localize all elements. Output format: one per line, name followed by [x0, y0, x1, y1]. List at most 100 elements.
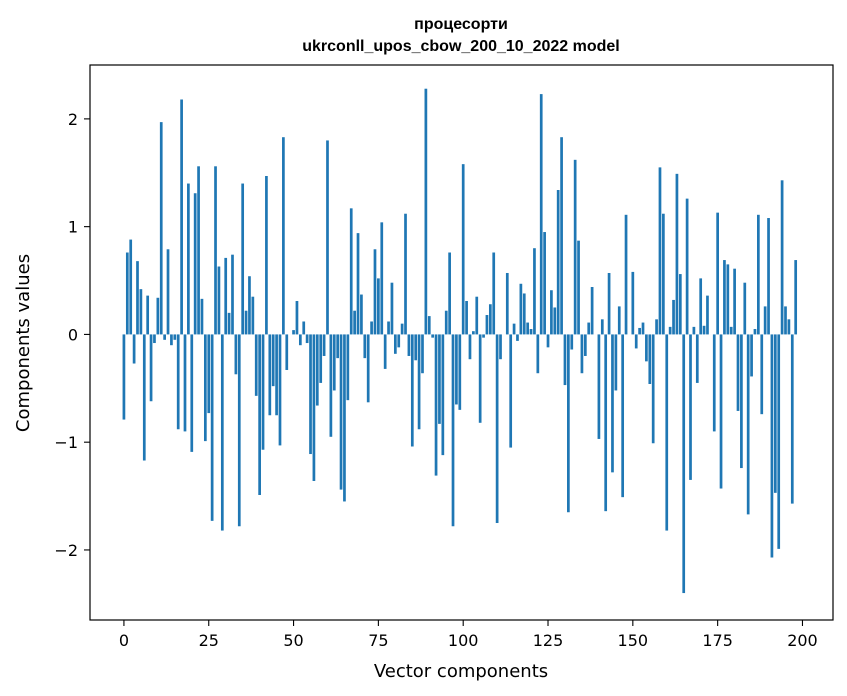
bar — [492, 252, 496, 335]
bar — [393, 334, 397, 354]
bar — [377, 278, 380, 335]
bar — [176, 334, 180, 430]
bar — [397, 334, 401, 348]
bar — [773, 334, 777, 493]
bar — [573, 159, 577, 335]
bar — [159, 122, 163, 335]
bar — [380, 222, 384, 335]
bar — [363, 334, 367, 359]
bar — [560, 137, 563, 335]
bar — [373, 249, 377, 335]
bar — [668, 326, 672, 335]
bar — [366, 334, 370, 403]
bar — [563, 334, 567, 386]
bar — [332, 334, 336, 391]
y-tick-label: −2 — [54, 541, 78, 560]
bar — [753, 329, 757, 335]
bar — [529, 329, 533, 335]
bar — [349, 208, 353, 335]
bar — [675, 173, 679, 335]
bar — [719, 334, 723, 489]
bar — [197, 166, 200, 335]
bar — [458, 334, 462, 410]
bar — [614, 334, 618, 391]
bar — [624, 214, 628, 335]
bar — [434, 334, 438, 476]
bars-group — [122, 88, 798, 594]
bar — [672, 299, 675, 335]
bar — [360, 294, 363, 335]
x-tick-label: 0 — [119, 631, 129, 650]
bar — [421, 334, 424, 374]
bar — [757, 214, 760, 335]
bar — [478, 334, 482, 423]
bar — [712, 334, 716, 432]
bar — [190, 334, 194, 452]
bar — [604, 334, 608, 512]
bar — [214, 166, 217, 335]
bar — [251, 296, 255, 335]
bar — [587, 322, 591, 335]
bar — [777, 334, 781, 549]
bar — [187, 183, 190, 335]
bar — [265, 176, 268, 335]
plot-area-frame — [89, 64, 834, 621]
bar — [224, 257, 228, 335]
bar — [556, 190, 560, 335]
x-tick-label: 125 — [533, 631, 564, 650]
bar — [309, 334, 312, 455]
x-tick-label: 150 — [618, 631, 649, 650]
chart-title-line2: ukrconll_upos_cbow_200_10_2022 model — [302, 38, 619, 55]
bar — [733, 268, 736, 335]
bar — [665, 334, 669, 531]
bar — [539, 94, 543, 335]
bar — [383, 334, 387, 369]
bar — [634, 334, 638, 349]
bar — [315, 334, 319, 406]
bar — [706, 295, 709, 335]
bar — [312, 334, 316, 481]
bar — [220, 334, 224, 531]
bar — [414, 334, 418, 361]
bar — [227, 312, 231, 335]
bar — [641, 322, 645, 335]
bar — [536, 334, 540, 374]
bar — [611, 334, 614, 473]
bar — [163, 334, 166, 340]
bar — [740, 334, 743, 469]
bar — [142, 334, 146, 461]
bar — [468, 334, 472, 360]
bar — [136, 261, 139, 335]
bar — [770, 334, 774, 558]
bar — [729, 326, 733, 335]
bar — [444, 310, 448, 335]
bar — [431, 334, 435, 338]
bar — [295, 301, 299, 335]
bar — [319, 334, 323, 383]
x-axis-label: Vector components — [374, 661, 548, 682]
bar — [577, 240, 580, 335]
bar — [638, 327, 641, 335]
bar — [512, 323, 516, 335]
bar — [305, 334, 309, 344]
bar — [285, 334, 289, 370]
bar — [485, 315, 489, 335]
y-tick-label: 0 — [68, 325, 78, 344]
bar — [207, 334, 211, 414]
bar — [387, 321, 390, 335]
bar — [621, 334, 625, 498]
bar — [132, 334, 136, 364]
x-tick-label: 50 — [283, 631, 303, 650]
bar — [685, 198, 689, 335]
bar — [746, 334, 750, 515]
bar — [336, 334, 340, 359]
bar — [689, 334, 692, 480]
bar — [580, 334, 584, 374]
bar — [716, 212, 719, 335]
y-axis-ticks: −2 −1 0 1 2 — [54, 110, 90, 560]
chart-title-line1: процесорти — [414, 16, 508, 33]
bar — [302, 321, 306, 335]
x-tick-label: 75 — [368, 631, 388, 650]
bar — [736, 334, 740, 411]
